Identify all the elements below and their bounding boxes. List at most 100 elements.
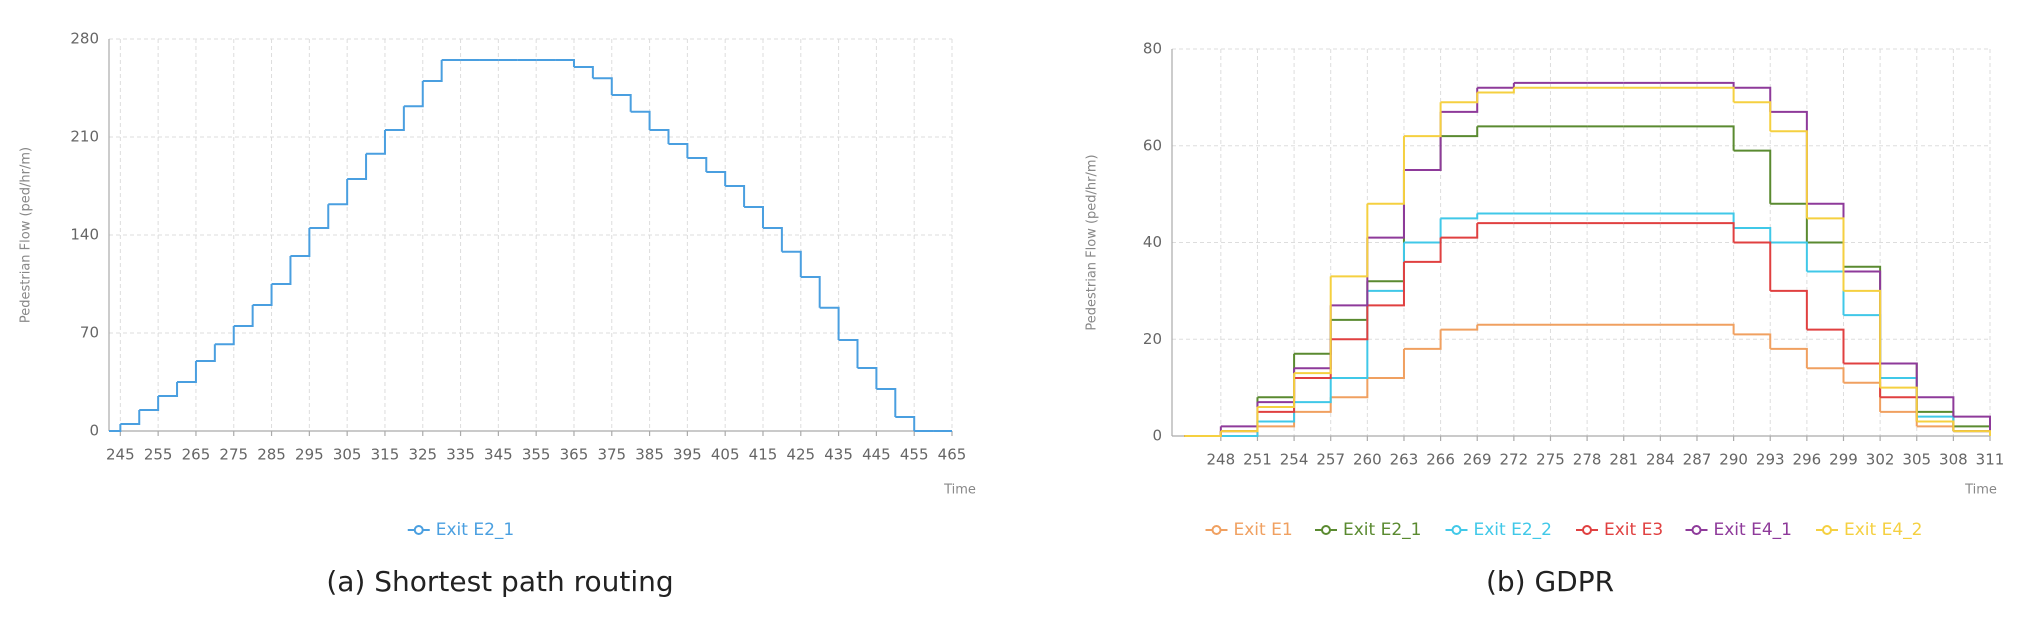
step-segment xyxy=(1916,425,1955,432)
x-tick-label: 305 xyxy=(1902,451,1931,469)
x-tick-label: 251 xyxy=(1243,451,1272,469)
legend-marker xyxy=(413,525,424,535)
step-segment xyxy=(876,388,897,417)
x-tick-label: 284 xyxy=(1646,451,1675,469)
step-segment xyxy=(1806,328,1845,364)
caption: (a) Shortest path routing xyxy=(326,565,673,598)
y-tick-label: 0 xyxy=(89,422,99,440)
step-segment xyxy=(1367,242,1405,292)
step-segment xyxy=(1294,397,1332,413)
step-segment xyxy=(1733,333,1772,349)
x-tick-label: 287 xyxy=(1683,451,1712,469)
x-tick-label: 405 xyxy=(711,446,740,464)
step-segment xyxy=(1806,270,1845,316)
step-segment xyxy=(1843,289,1882,388)
step-segment xyxy=(1220,406,1259,433)
legend-marker xyxy=(1321,525,1331,535)
step-segment xyxy=(1806,202,1845,272)
step-segment xyxy=(1403,218,1442,244)
step-segment xyxy=(838,339,859,368)
step-segment xyxy=(800,276,821,308)
y-tick-label: 20 xyxy=(1143,330,1162,348)
x-tick-label: 296 xyxy=(1793,451,1822,469)
step-segment xyxy=(1806,367,1845,383)
step-segment xyxy=(328,179,349,206)
step-segment xyxy=(1184,426,1222,437)
step-segment xyxy=(1770,241,1808,272)
x-tick-label: 385 xyxy=(635,446,664,464)
x-tick-label: 435 xyxy=(824,446,853,464)
legend-marker xyxy=(1582,525,1592,535)
step-segment xyxy=(1403,136,1442,171)
step-segment xyxy=(706,171,727,186)
x-tick-label: 272 xyxy=(1500,451,1529,469)
step-segment xyxy=(1294,276,1332,375)
step-segment xyxy=(1220,402,1259,428)
step-segment xyxy=(819,306,840,340)
step-segment xyxy=(1440,126,1479,138)
x-tick-label: 315 xyxy=(371,446,400,464)
legend-label: Exit E4_2 xyxy=(1844,520,1922,540)
legend-label: Exit E3 xyxy=(1604,520,1663,540)
step-segment xyxy=(1696,125,1735,151)
step-segment xyxy=(668,143,689,158)
step-segment xyxy=(555,59,575,67)
legend-label: Exit E2_2 xyxy=(1474,520,1552,540)
step-segment xyxy=(177,361,197,383)
x-tick-label: 255 xyxy=(144,446,173,464)
legend-label: Exit E2_1 xyxy=(1343,520,1421,540)
x-tick-label: 245 xyxy=(106,446,135,464)
step-segment xyxy=(1733,226,1772,243)
step-segment xyxy=(687,157,708,172)
step-segment xyxy=(1220,421,1259,437)
step-segment xyxy=(1770,202,1808,243)
x-tick-label: 257 xyxy=(1316,451,1345,469)
step-segment xyxy=(195,344,216,362)
step-segment xyxy=(1696,323,1735,335)
x-tick-label: 248 xyxy=(1207,451,1236,469)
step-segment xyxy=(1916,420,1955,432)
y-tick-label: 0 xyxy=(1152,427,1162,445)
step-segment xyxy=(1477,82,1515,89)
step-segment xyxy=(1880,386,1918,422)
legend-label: Exit E1 xyxy=(1234,520,1293,540)
step-segment xyxy=(1330,203,1369,278)
step-segment xyxy=(1330,237,1369,307)
x-tick-label: 425 xyxy=(786,446,815,464)
x-tick-label: 290 xyxy=(1719,451,1748,469)
x-tick-label: 395 xyxy=(673,446,702,464)
step-segment xyxy=(120,410,141,425)
step-segment xyxy=(309,204,330,229)
x-tick-label: 285 xyxy=(257,446,286,464)
y-axis-label: Pedestrian Flow (ped/hr/m) xyxy=(1085,154,1100,330)
x-tick-label: 299 xyxy=(1829,451,1858,469)
x-axis-label: Time xyxy=(943,483,976,498)
step-segment xyxy=(1880,362,1918,398)
step-segment xyxy=(384,106,405,131)
step-segment xyxy=(1367,136,1405,205)
step-segment xyxy=(271,256,292,285)
step-segment xyxy=(1696,222,1735,243)
step-segment xyxy=(1294,377,1332,404)
x-tick-label: 308 xyxy=(1939,451,1968,469)
step-segment xyxy=(1770,110,1808,204)
step-segment xyxy=(649,129,670,144)
x-tick-label: 278 xyxy=(1573,451,1602,469)
step-segment xyxy=(1294,305,1332,370)
step-segment xyxy=(422,60,443,82)
x-tick-label: 335 xyxy=(446,446,475,464)
x-axis-label: Time xyxy=(1964,483,1997,498)
step-segment xyxy=(252,284,273,306)
step-segment xyxy=(366,130,386,155)
x-tick-label: 325 xyxy=(408,446,437,464)
step-segment xyxy=(1953,415,1991,436)
step-segment xyxy=(573,66,594,79)
step-segment xyxy=(1843,381,1882,412)
step-segment xyxy=(1733,86,1772,112)
step-segment xyxy=(1733,149,1772,204)
x-tick-label: 266 xyxy=(1426,451,1455,469)
x-tick-label: 302 xyxy=(1866,451,1895,469)
x-tick-label: 415 xyxy=(749,446,778,464)
step-segment xyxy=(1330,377,1369,399)
